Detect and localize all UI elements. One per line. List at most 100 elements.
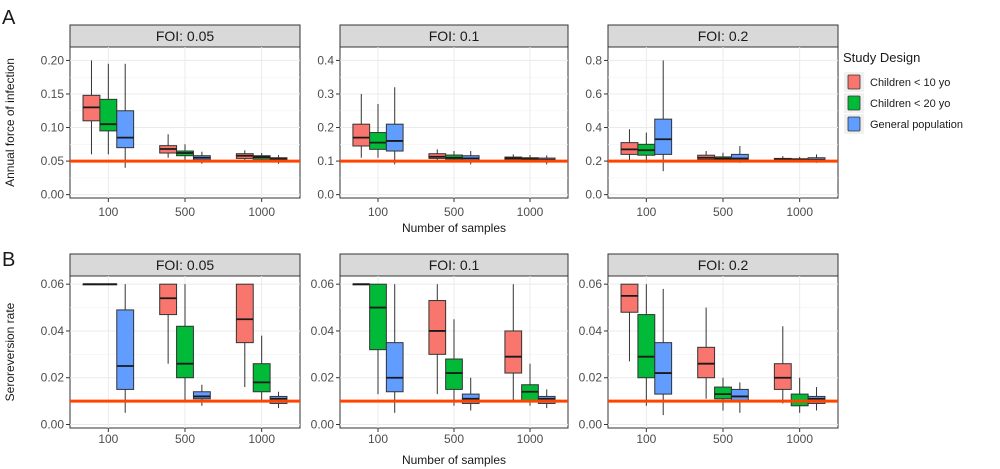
x-tick-label: 1000 bbox=[248, 205, 275, 219]
y-tick-label: 0.04 bbox=[41, 324, 65, 338]
x-tick-label: 100 bbox=[98, 432, 118, 446]
facet-strip-label: FOI: 0.05 bbox=[156, 257, 215, 273]
boxplot bbox=[697, 307, 716, 399]
y-axis-title: Annual force of infection bbox=[3, 58, 17, 187]
x-tick-label: 500 bbox=[175, 432, 195, 446]
box bbox=[235, 283, 254, 344]
x-tick-label: 1000 bbox=[248, 432, 275, 446]
boxplot bbox=[252, 335, 271, 402]
boxplot bbox=[773, 326, 792, 404]
boxplot bbox=[369, 283, 387, 395]
facet-panel: FOI: 0.1 0.0 0.1 0.2 0.3 0.4 100 500 1000 bbox=[317, 24, 569, 219]
y-tick-label: 0.00 bbox=[311, 417, 335, 431]
boxplot bbox=[445, 319, 463, 406]
y-tick-label: 0.0 bbox=[585, 188, 602, 202]
box bbox=[99, 98, 118, 132]
x-tick-label: 500 bbox=[713, 432, 733, 446]
legend-label-children-10: Children < 10 yo bbox=[870, 77, 950, 89]
facet-panel: FOI: 0.05 0.00 0.05 0.10 0.15 0.20 100 500 1000 bbox=[41, 24, 301, 219]
y-tick-label: 0.02 bbox=[41, 371, 65, 385]
box bbox=[116, 110, 135, 149]
facet-panel: FOI: 0.05 0.00 0.02 0.04 0.06 100 500 1000 bbox=[41, 253, 301, 446]
x-tick-label: 1000 bbox=[517, 432, 544, 446]
x-tick-label: 500 bbox=[713, 205, 733, 219]
y-axis-title: Seroreversion rate bbox=[3, 302, 17, 401]
box bbox=[714, 386, 732, 400]
boxplot bbox=[369, 104, 387, 158]
facet-strip-label: FOI: 0.2 bbox=[698, 28, 749, 44]
x-tick-label: 1000 bbox=[786, 205, 813, 219]
box bbox=[654, 342, 673, 395]
box bbox=[445, 358, 463, 390]
box bbox=[352, 123, 371, 147]
x-tick-label: 1000 bbox=[786, 432, 813, 446]
boxplot bbox=[654, 60, 673, 172]
box bbox=[252, 363, 271, 393]
boxplot bbox=[504, 284, 523, 402]
facet-panel: FOI: 0.2 0.00 0.02 0.04 0.06 100 500 1000 bbox=[579, 253, 839, 446]
x-tick-label: 1000 bbox=[517, 205, 544, 219]
y-tick-label: 0.2 bbox=[585, 154, 602, 168]
boxplot bbox=[159, 134, 178, 158]
box bbox=[504, 330, 523, 374]
boxplot bbox=[428, 284, 447, 395]
boxplot bbox=[445, 151, 463, 162]
x-axis-title: Number of samples bbox=[402, 453, 506, 467]
box bbox=[369, 132, 387, 150]
boxplot bbox=[116, 63, 135, 168]
facet-row-a: A Annual force of infection Number of samp… bbox=[2, 7, 839, 235]
y-tick-label: 0.02 bbox=[311, 371, 335, 385]
x-axis-title: Number of samples bbox=[402, 221, 506, 235]
box bbox=[637, 314, 656, 379]
y-tick-label: 0.02 bbox=[579, 371, 603, 385]
legend-label-general-population: General population bbox=[870, 119, 963, 131]
facet-panel: FOI: 0.1 0.00 0.02 0.04 0.06 100 500 1000 bbox=[311, 253, 569, 446]
y-tick-label: 0.2 bbox=[317, 121, 334, 135]
boxplot bbox=[116, 284, 135, 413]
boxplot bbox=[176, 284, 194, 402]
boxplot bbox=[620, 129, 639, 162]
box bbox=[385, 342, 404, 393]
x-tick-label: 500 bbox=[444, 205, 464, 219]
box bbox=[521, 384, 539, 402]
facet-strip-label: FOI: 0.05 bbox=[156, 28, 215, 44]
box bbox=[385, 123, 404, 152]
x-tick-label: 500 bbox=[175, 205, 195, 219]
legend: Study Design Children < 10 yo Children <… bbox=[843, 50, 963, 134]
legend-swatch-children-20 bbox=[847, 95, 861, 111]
boxplot bbox=[176, 144, 194, 162]
y-tick-label: 0.00 bbox=[41, 188, 65, 202]
box bbox=[176, 325, 194, 379]
box bbox=[697, 346, 716, 379]
y-tick-label: 0.6 bbox=[585, 87, 602, 101]
legend-swatch-children-10 bbox=[847, 74, 861, 90]
boxplot bbox=[82, 283, 101, 286]
panel-tag: A bbox=[2, 7, 16, 29]
legend-swatch-general-population bbox=[847, 116, 861, 132]
boxplot bbox=[99, 283, 118, 286]
boxplot bbox=[159, 283, 178, 364]
y-tick-label: 0.05 bbox=[41, 154, 65, 168]
facet-strip-label: FOI: 0.1 bbox=[429, 28, 480, 44]
x-tick-label: 100 bbox=[368, 432, 388, 446]
box bbox=[116, 309, 135, 390]
boxplot bbox=[192, 384, 211, 406]
facet-row-b: B Seroreversion rate Number of samples FOI:… bbox=[2, 249, 839, 467]
plot-area: A Annual force of infection Number of samp… bbox=[2, 7, 839, 467]
boxplot bbox=[235, 283, 254, 388]
y-tick-label: 0.06 bbox=[579, 277, 603, 291]
boxplot bbox=[461, 377, 480, 411]
x-tick-label: 100 bbox=[98, 205, 118, 219]
y-tick-label: 0.3 bbox=[317, 87, 334, 101]
panel-tag: B bbox=[2, 249, 15, 271]
box bbox=[773, 363, 792, 390]
legend-label-children-20: Children < 20 yo bbox=[870, 98, 950, 110]
facet-panel: FOI: 0.2 0.0 0.2 0.4 0.6 0.8 100 500 1000 bbox=[585, 24, 839, 219]
y-tick-label: 0.00 bbox=[579, 417, 603, 431]
box bbox=[192, 391, 211, 400]
boxplot bbox=[654, 288, 673, 416]
y-tick-label: 0.06 bbox=[311, 277, 335, 291]
boxplot bbox=[352, 93, 371, 158]
x-tick-label: 500 bbox=[444, 432, 464, 446]
y-tick-label: 0.1 bbox=[317, 154, 334, 168]
